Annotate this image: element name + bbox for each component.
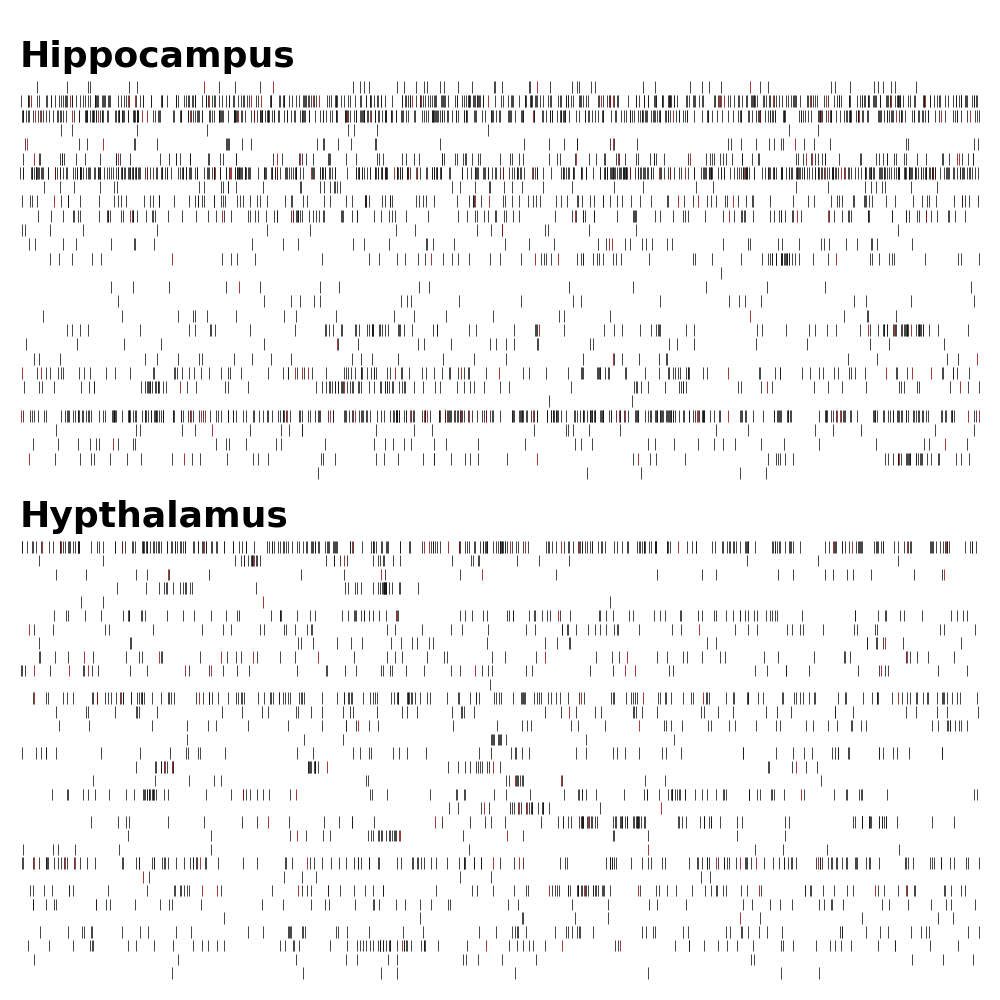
Text: Hypthalamus: Hypthalamus <box>20 500 289 534</box>
Text: Hippocampus: Hippocampus <box>20 40 296 74</box>
